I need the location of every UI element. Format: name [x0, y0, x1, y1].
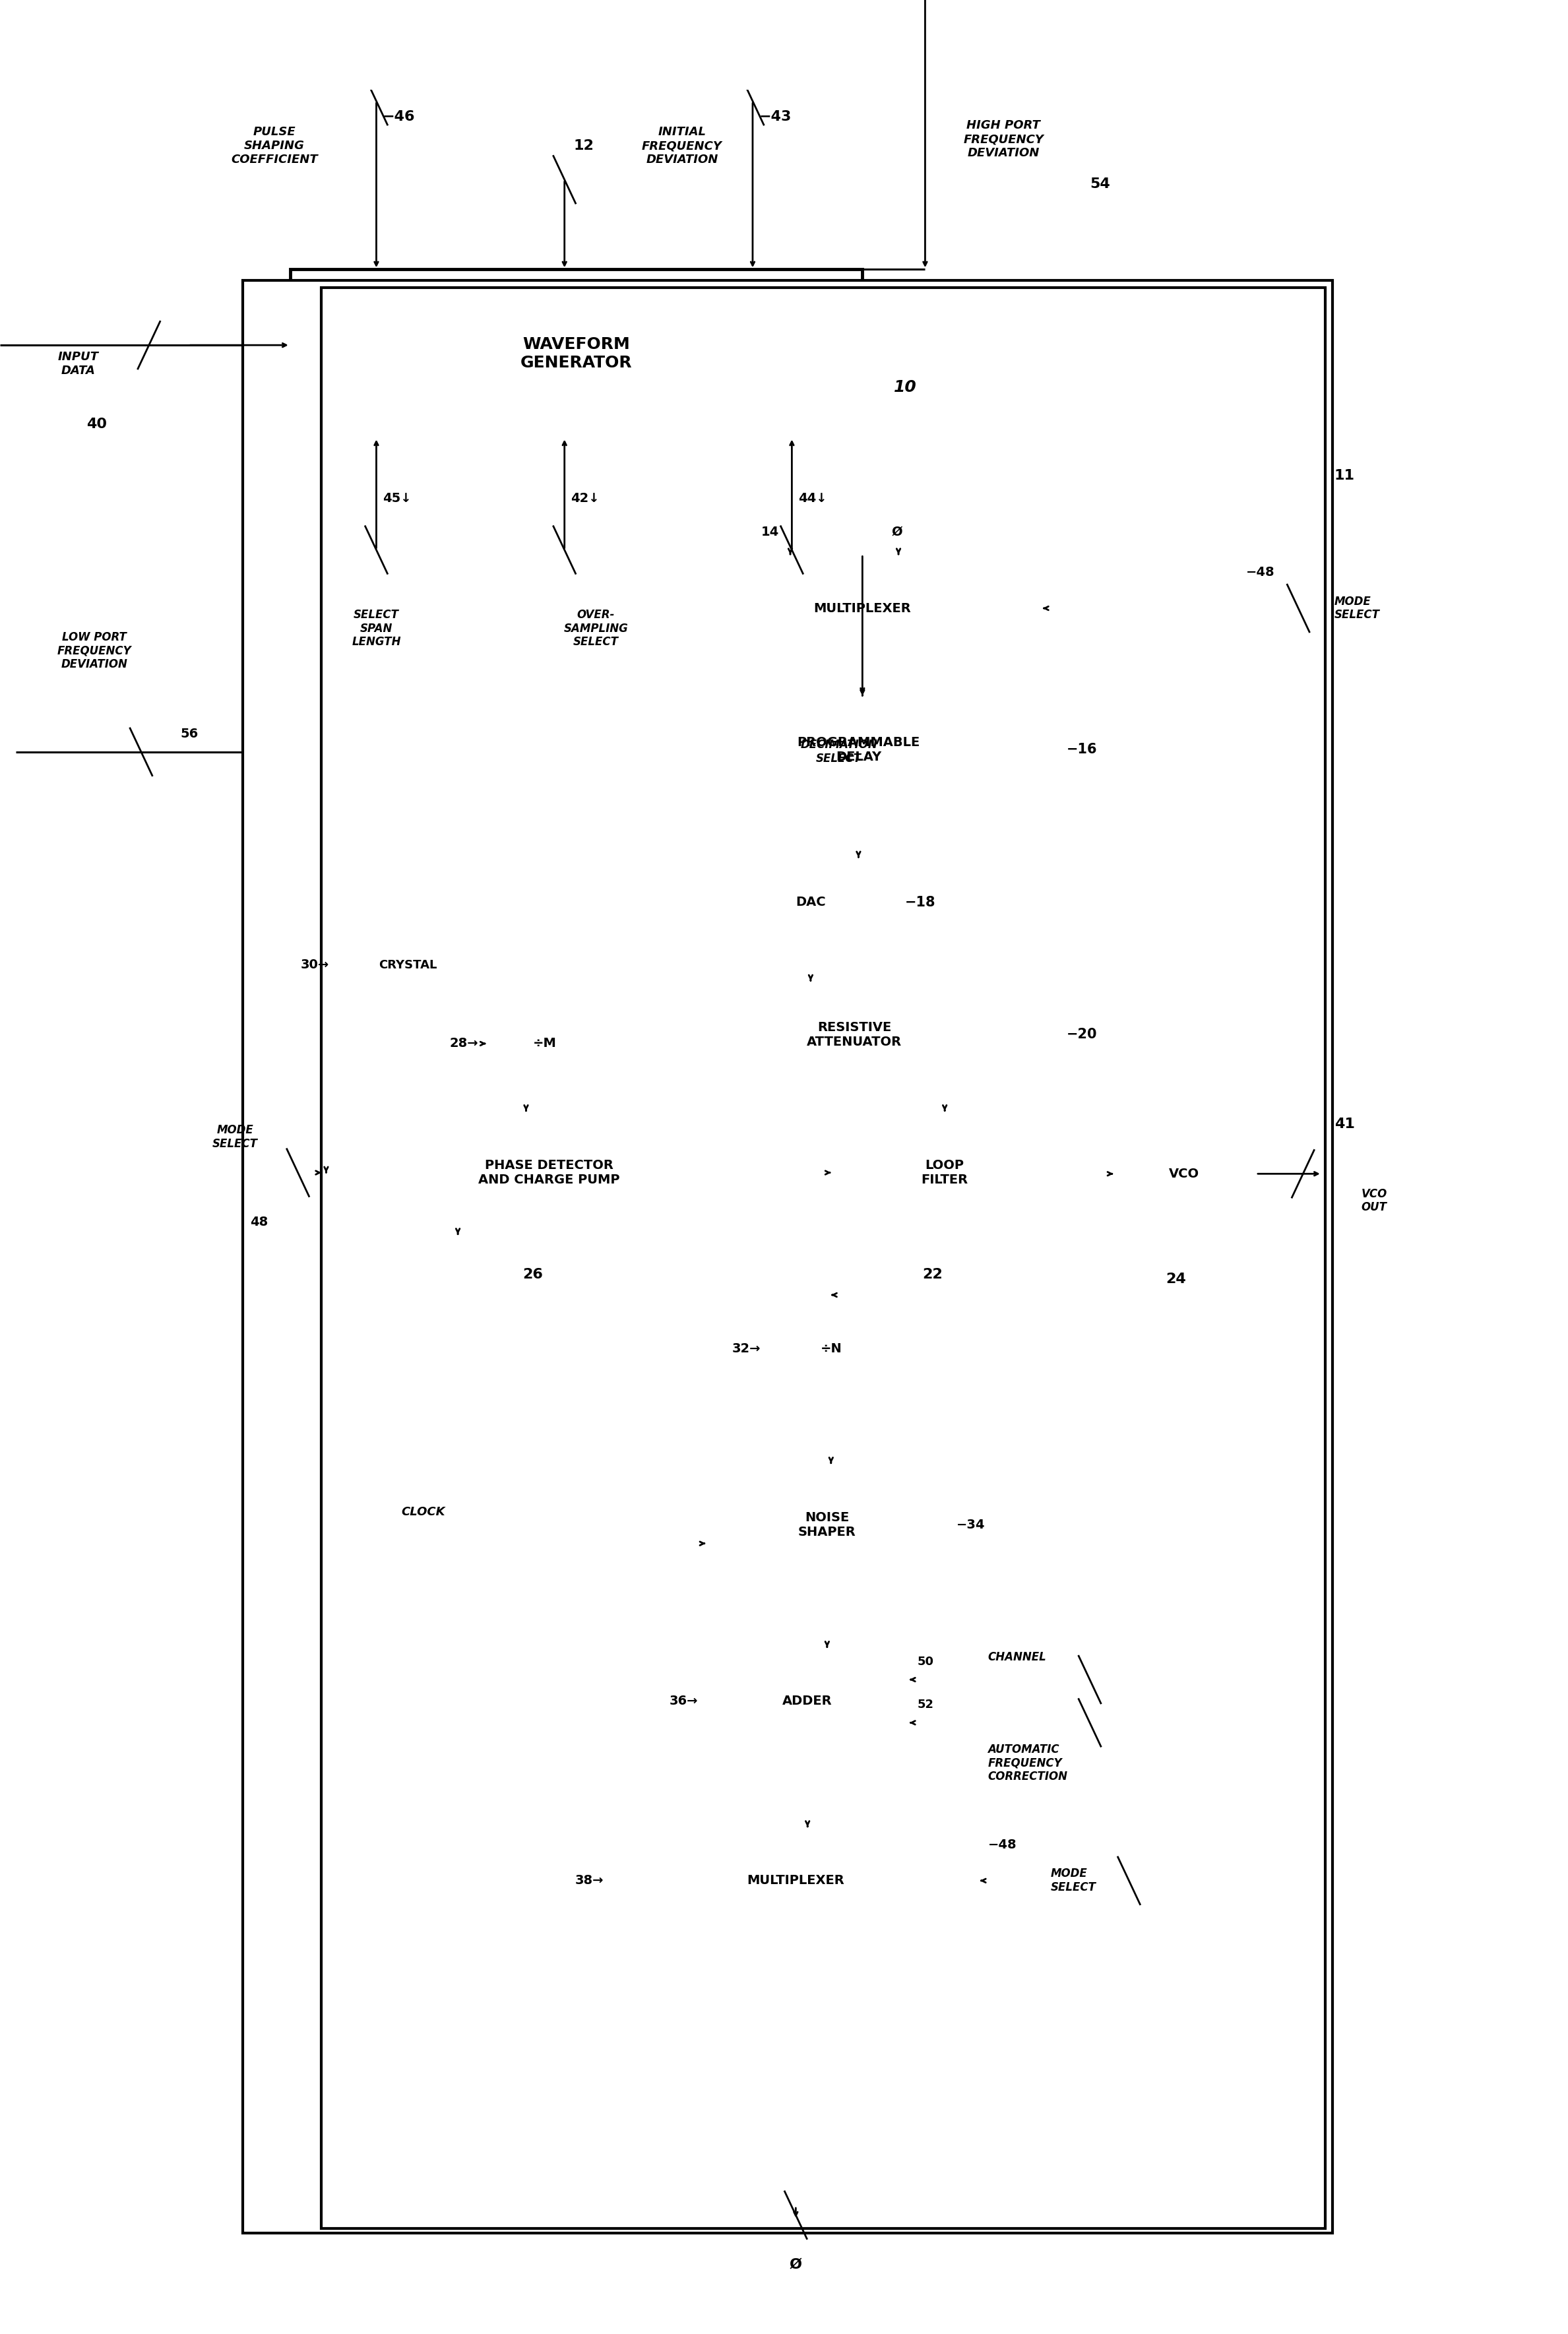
Text: −46: −46: [383, 110, 416, 124]
Bar: [724, 857, 897, 948]
Text: −48: −48: [1247, 567, 1275, 579]
Text: VCO: VCO: [1168, 1167, 1200, 1181]
Text: MULTIPLEXER: MULTIPLEXER: [746, 1874, 845, 1886]
Text: MODE
SELECT: MODE SELECT: [212, 1125, 259, 1151]
Text: INITIAL
FREQUENCY
DEVIATION: INITIAL FREQUENCY DEVIATION: [641, 126, 723, 166]
Text: MODE
SELECT: MODE SELECT: [1334, 595, 1380, 621]
Text: 30→: 30→: [301, 959, 329, 971]
Text: SELECT
SPAN
LENGTH: SELECT SPAN LENGTH: [351, 609, 401, 649]
Text: Ø: Ø: [891, 525, 902, 539]
Bar: [321, 1111, 776, 1235]
Text: 32→: 32→: [732, 1342, 760, 1356]
Text: 54: 54: [1090, 177, 1110, 191]
Text: −18: −18: [905, 896, 936, 908]
Bar: [243, 280, 1333, 2234]
Text: LOOP
FILTER: LOOP FILTER: [922, 1160, 967, 1186]
Bar: [768, 1295, 894, 1403]
Text: DAC: DAC: [795, 896, 826, 908]
Text: MULTIPLEXER: MULTIPLEXER: [814, 602, 911, 614]
Text: LOW PORT
FREQUENCY
DEVIATION: LOW PORT FREQUENCY DEVIATION: [56, 630, 132, 670]
Text: PULSE
SHAPING
COEFFICIENT: PULSE SHAPING COEFFICIENT: [230, 126, 318, 166]
Text: PHASE DETECTOR
AND CHARGE PUMP: PHASE DETECTOR AND CHARGE PUMP: [478, 1160, 619, 1186]
Bar: [321, 287, 1325, 2229]
Text: −20: −20: [1066, 1027, 1098, 1041]
Bar: [706, 1463, 949, 1587]
Text: ADDER: ADDER: [782, 1694, 833, 1708]
Text: 41: 41: [1334, 1118, 1355, 1132]
Text: 50: 50: [917, 1655, 935, 1666]
Text: 12: 12: [574, 140, 594, 152]
Bar: [682, 555, 1043, 663]
Text: −43: −43: [759, 110, 792, 124]
Text: NOISE
SHAPER: NOISE SHAPER: [798, 1512, 856, 1538]
Text: PROGRAMMABLE
DELAY: PROGRAMMABLE DELAY: [797, 735, 920, 763]
Text: Ø: Ø: [790, 2257, 801, 2271]
Text: CRYSTAL: CRYSTAL: [378, 959, 437, 971]
Bar: [651, 980, 1058, 1088]
Text: HIGH PORT
FREQUENCY
DEVIATION: HIGH PORT FREQUENCY DEVIATION: [963, 119, 1044, 159]
Text: RESISTIVE
ATTENUATOR: RESISTIVE ATTENUATOR: [808, 1020, 902, 1048]
Bar: [612, 1828, 980, 1935]
Text: VCO
OUT: VCO OUT: [1361, 1188, 1388, 1214]
Bar: [290, 268, 862, 439]
Text: 52: 52: [917, 1699, 935, 1711]
Text: −16: −16: [1066, 742, 1098, 756]
Text: WAVEFORM
GENERATOR: WAVEFORM GENERATOR: [521, 336, 632, 371]
Text: 26: 26: [524, 1267, 543, 1281]
Text: −34: −34: [956, 1519, 985, 1531]
Text: DECIMATION
SELECT: DECIMATION SELECT: [800, 740, 878, 766]
Text: OVER-
SAMPLING
SELECT: OVER- SAMPLING SELECT: [563, 609, 629, 649]
Text: 40: 40: [86, 418, 107, 432]
Text: 14: 14: [762, 525, 779, 539]
Text: −48: −48: [988, 1839, 1016, 1851]
Text: ÷M: ÷M: [533, 1036, 557, 1050]
Text: 28→: 28→: [450, 1036, 478, 1050]
Text: 11: 11: [1334, 469, 1355, 483]
Text: MODE
SELECT: MODE SELECT: [1051, 1867, 1096, 1893]
Bar: [486, 999, 604, 1088]
Bar: [831, 1111, 1058, 1235]
Bar: [1113, 1109, 1254, 1239]
Text: CHANNEL: CHANNEL: [988, 1650, 1046, 1664]
Text: AUTOMATIC
FREQUENCY
CORRECTION: AUTOMATIC FREQUENCY CORRECTION: [988, 1743, 1068, 1783]
Bar: [659, 696, 1058, 803]
Text: 44↓: 44↓: [798, 492, 826, 504]
Text: 38→: 38→: [575, 1874, 604, 1886]
Text: 48: 48: [249, 1216, 268, 1228]
Bar: [706, 1648, 909, 1755]
Text: 36→: 36→: [670, 1694, 698, 1708]
Text: CLOCK: CLOCK: [401, 1505, 445, 1517]
Text: INPUT
DATA: INPUT DATA: [58, 350, 99, 376]
Bar: [337, 920, 478, 1011]
Text: 42↓: 42↓: [571, 492, 599, 504]
Text: 10: 10: [894, 380, 917, 394]
Text: 56: 56: [180, 728, 198, 740]
Text: 24: 24: [1167, 1272, 1185, 1286]
Text: 22: 22: [922, 1267, 942, 1281]
Text: 45↓: 45↓: [383, 492, 411, 504]
Text: ÷N: ÷N: [820, 1342, 842, 1356]
